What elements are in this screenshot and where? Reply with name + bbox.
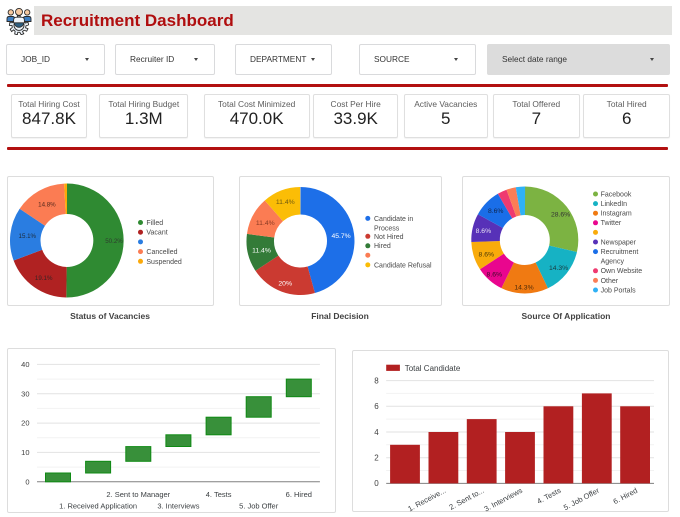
svg-text:Recruitment: Recruitment — [601, 249, 639, 256]
svg-text:20: 20 — [21, 419, 29, 428]
svg-text:14.8%: 14.8% — [38, 201, 56, 208]
svg-text:4. Tests: 4. Tests — [535, 486, 562, 506]
svg-text:50.2%: 50.2% — [105, 238, 123, 245]
svg-text:Facebook: Facebook — [601, 191, 632, 198]
svg-text:40: 40 — [21, 360, 29, 369]
svg-text:10: 10 — [21, 448, 29, 457]
svg-text:3. Interviews: 3. Interviews — [483, 486, 525, 514]
svg-text:Twitter: Twitter — [601, 220, 622, 227]
svg-text:Suspended: Suspended — [146, 259, 182, 266]
svg-text:20%: 20% — [278, 280, 292, 287]
svg-text:Agency: Agency — [601, 259, 625, 266]
svg-text:1. Receive...: 1. Receive... — [406, 486, 447, 514]
svg-text:Filled: Filled — [146, 220, 163, 227]
svg-text:8: 8 — [374, 376, 379, 385]
svg-text:LinkedIn: LinkedIn — [601, 201, 628, 208]
svg-text:11.4%: 11.4% — [252, 247, 271, 254]
svg-text:Total Candidate: Total Candidate — [405, 364, 461, 373]
svg-text:11.4%: 11.4% — [256, 220, 275, 227]
svg-text:8.6%: 8.6% — [479, 251, 495, 258]
svg-text:Instagram: Instagram — [601, 211, 632, 218]
svg-text:14.3%: 14.3% — [514, 284, 533, 291]
svg-text:Newspaper: Newspaper — [601, 239, 637, 246]
svg-text:5. Job Offer: 5. Job Offer — [239, 502, 279, 511]
svg-text:15.1%: 15.1% — [19, 233, 37, 240]
svg-text:30: 30 — [21, 389, 29, 398]
svg-text:Candidate Refusal: Candidate Refusal — [374, 262, 432, 269]
svg-text:19.1%: 19.1% — [35, 275, 53, 282]
svg-text:Job Portals: Job Portals — [601, 288, 637, 295]
svg-text:28.6%: 28.6% — [551, 211, 570, 218]
svg-text:Not Hired: Not Hired — [374, 234, 404, 241]
svg-text:Candidate in: Candidate in — [374, 216, 413, 223]
svg-text:Own Website: Own Website — [601, 268, 643, 275]
svg-text:6: 6 — [374, 402, 379, 411]
svg-text:6. Hired: 6. Hired — [612, 486, 639, 506]
svg-text:Hired: Hired — [374, 243, 391, 250]
svg-text:1. Received Application: 1. Received Application — [59, 502, 137, 511]
svg-text:6. Hired: 6. Hired — [286, 490, 312, 499]
svg-text:2. Sent to...: 2. Sent to... — [448, 486, 486, 512]
svg-text:3. Interviews: 3. Interviews — [157, 502, 199, 511]
svg-text:5. Job Offer: 5. Job Offer — [562, 486, 601, 513]
svg-text:Other: Other — [601, 278, 619, 285]
svg-text:8.6%: 8.6% — [487, 271, 503, 278]
svg-text:8.6%: 8.6% — [476, 228, 492, 235]
svg-text:14.3%: 14.3% — [549, 265, 568, 272]
svg-text:Cancelled: Cancelled — [146, 249, 177, 256]
svg-text:Vacant: Vacant — [146, 230, 167, 237]
svg-text:4: 4 — [374, 428, 379, 437]
svg-text:2. Sent to Manager: 2. Sent to Manager — [106, 490, 170, 499]
svg-text:11.4%: 11.4% — [276, 199, 295, 206]
svg-text:45.7%: 45.7% — [331, 233, 350, 240]
svg-text:8.6%: 8.6% — [488, 208, 504, 215]
svg-text:0: 0 — [25, 477, 29, 486]
svg-text:0: 0 — [374, 479, 379, 488]
svg-text:4. Tests: 4. Tests — [206, 490, 232, 499]
svg-text:Process: Process — [374, 226, 400, 233]
svg-text:2: 2 — [374, 454, 379, 463]
